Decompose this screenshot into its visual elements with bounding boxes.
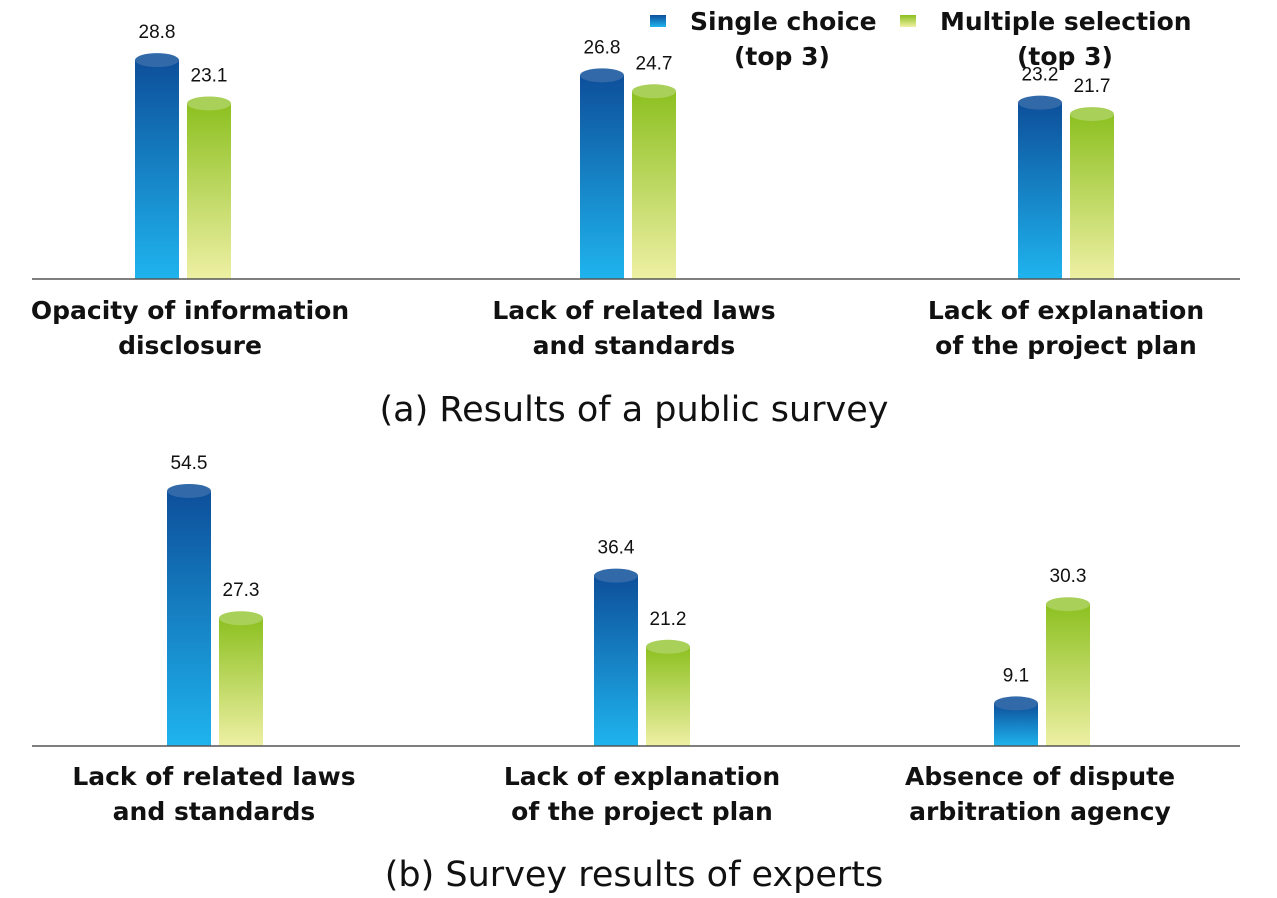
panel-b-cat1-single-bar (167, 490, 211, 746)
panel-b-cat3-multiple-bar (1046, 604, 1090, 746)
panel-b-bars: 54.5 27.3 36.4 21.2 9.1 30.3 (167, 453, 1090, 746)
panel-a-cat2-single-value-label: 26.8 (584, 37, 621, 58)
panel-b-cat2-multiple-bar (646, 646, 690, 746)
legend: Single choice (top 3) Multiple selection… (650, 7, 1192, 71)
panel-b-cat3-single-bar (994, 703, 1038, 746)
panel-a-cat1-single-bar-cap (135, 53, 179, 68)
legend-label-single: Single choice (690, 7, 877, 36)
panel-a-cat2-multiple-value-label: 24.7 (636, 53, 673, 74)
panel-a-cat1-multiple-bar-cap (187, 96, 231, 111)
legend-label-multiple: Multiple selection (940, 7, 1192, 36)
panel-a-cat3-multiple-value-label: 21.7 (1074, 76, 1111, 97)
panel-a-cat1-multiple-bar (187, 103, 231, 279)
panel-b-category-1-line2: and standards (113, 797, 316, 826)
panel-b-caption: (b) Survey results of experts (385, 855, 884, 895)
legend-label-multiple-sub: (top 3) (1017, 42, 1113, 71)
panel-b-cat1-single-bar-cap (167, 483, 211, 498)
panel-b-cat2-single-value-label: 36.4 (598, 538, 635, 559)
panel-a-cat1-multiple-value-label: 23.1 (191, 65, 228, 86)
panel-a-cat3-single-bar-cap (1018, 95, 1062, 110)
legend-swatch-multiple (900, 15, 916, 27)
panel-a-cat3-multiple-bar-cap (1070, 107, 1114, 122)
panel-b-cat2-multiple-bar-cap (646, 639, 690, 654)
panel-a-category-1-line1: Opacity of information (31, 296, 349, 325)
panel-b-cat2-single-bar-cap (594, 568, 638, 583)
panel-a-category-1-line2: disclosure (118, 331, 262, 360)
panel-b-category-1-line1: Lack of related laws (72, 762, 355, 791)
panel-a-cat2-single-bar (580, 75, 624, 279)
panel-a-cat3-single-bar (1018, 102, 1062, 280)
panel-a-cat3-multiple-bar (1070, 114, 1114, 279)
panel-b-cat3-single-bar-cap (994, 696, 1038, 711)
panel-b-cat2-multiple-value-label: 21.2 (650, 609, 687, 630)
panel-a-bars: 28.8 23.1 26.8 24.7 23.2 21.7 (135, 22, 1114, 280)
panel-b-cat1-multiple-bar-cap (219, 611, 263, 626)
panel-a-category-3-line1: Lack of explanation (928, 296, 1204, 325)
panel-a: 28.8 23.1 26.8 24.7 23.2 21.7 Opacity of info… (31, 22, 1240, 430)
panel-b-cat3-multiple-value-label: 30.3 (1050, 566, 1087, 587)
panel-a-cat1-single-bar (135, 60, 179, 280)
panel-a-cat2-single-bar-cap (580, 68, 624, 83)
panel-a-category-3-line2: of the project plan (935, 331, 1197, 360)
panel-b-cat1-multiple-bar (219, 618, 263, 746)
legend-swatch-single (650, 15, 666, 27)
panel-a-cat1-single-value-label: 28.8 (139, 22, 176, 43)
panel-b-category-3-line2: arbitration agency (909, 797, 1171, 826)
panel-b-category-2-line2: of the project plan (511, 797, 773, 826)
panel-b-category-2-line1: Lack of explanation (504, 762, 780, 791)
panel-b-cat3-multiple-bar-cap (1046, 597, 1090, 612)
panel-b-cat3-single-value-label: 9.1 (1003, 665, 1029, 686)
panel-b: 54.5 27.3 36.4 21.2 9.1 30.3 Lack of related … (32, 453, 1240, 895)
panel-b-cat1-multiple-value-label: 27.3 (223, 580, 260, 601)
panel-a-category-2-line1: Lack of related laws (492, 296, 775, 325)
panel-b-cat2-single-bar (594, 575, 638, 746)
panel-a-caption: (a) Results of a public survey (379, 390, 888, 430)
panel-a-cat3-single-value-label: 23.2 (1022, 65, 1059, 86)
panel-a-cat2-multiple-bar-cap (632, 84, 676, 99)
panel-a-category-2-line2: and standards (533, 331, 736, 360)
panel-a-cat2-multiple-bar (632, 91, 676, 279)
panel-b-cat1-single-value-label: 54.5 (171, 453, 208, 474)
panel-b-category-3-line1: Absence of dispute (905, 762, 1175, 791)
legend-label-single-sub: (top 3) (734, 42, 830, 71)
